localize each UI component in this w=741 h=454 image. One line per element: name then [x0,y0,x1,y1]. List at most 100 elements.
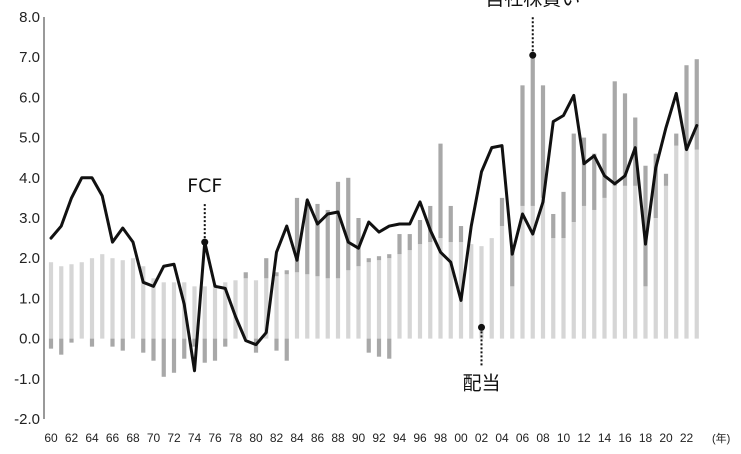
bar-buyback-1998 [438,143,443,239]
bar-dividend-1992 [376,260,382,339]
y-tick-label: 6.0 [19,89,40,106]
x-tick-label: 70 [147,431,161,445]
x-tick-label: 92 [372,431,386,445]
bar-buyback-1996 [417,220,423,245]
bar-buyback-2023 [694,59,699,150]
x-tick-label: 68 [126,431,140,445]
bar-dividend-2020 [663,185,669,339]
bar-negative-1972 [171,338,177,373]
y-tick-label: 3.0 [19,210,40,227]
x-tick-label: 82 [270,431,284,445]
bar-negative-1970 [151,338,156,361]
bar-dividend-1988 [335,278,341,339]
bar-buyback-2011 [571,133,576,223]
bar-negative-1977 [223,338,228,347]
x-tick-label: 04 [495,431,509,445]
bar-dividend-1990 [356,266,361,339]
bar-buyback-2010 [561,191,566,239]
x-tick-label: 12 [577,431,591,445]
y-tick-label: 5.0 [19,130,40,147]
bar-negative-1982 [274,338,279,351]
bar-dividend-1991 [366,262,371,339]
annotations-layer: FCF 自社株買い配当 [187,0,580,394]
bar-buyback-2016 [622,93,628,186]
x-tick-label: 86 [311,431,325,445]
bar-dividend-1975 [202,286,207,339]
x-tick-label: 98 [434,431,448,445]
bar-dividend-2016 [622,185,628,339]
bar-dividend-2006 [520,205,525,339]
bar-dividend-1998 [438,238,443,339]
bar-dividend-1982 [274,276,279,339]
bar-dividend-1993 [387,258,392,339]
bar-buyback-2009 [551,213,556,239]
y-tick-label: 7.0 [19,49,40,66]
bar-buyback-2014 [602,133,607,198]
y-tick-labels: 8.0 7.0 6.0 5.0 4.0 3.0 2.0 1.0 0.0 -1.0 -2.0 [14,9,40,428]
bar-dividend-1967 [120,260,125,339]
bar-dividend-1976 [212,284,218,339]
x-tick-label: 74 [188,431,202,445]
bar-buyback-2019 [653,153,658,218]
bar-dividend-1972 [171,282,177,339]
annotation-0-label: FCF [187,175,222,197]
bar-dividend-1980 [253,280,259,339]
bar-buyback-2006 [520,85,525,206]
bar-dividend-2008 [540,197,546,339]
bar-dividend-1970 [151,278,156,339]
bar-buyback-2007 [530,57,535,206]
x-tick-label: 90 [352,431,366,445]
bar-buyback-1984 [294,197,300,273]
bar-dividend-2011 [571,222,576,339]
bar-dividend-1979 [243,278,248,339]
bar-negative-1966 [110,338,115,347]
bar-buyback-1997 [428,205,433,243]
x-tick-label: 78 [229,431,243,445]
x-tick-label: 16 [618,431,632,445]
bar-buyback-1981 [264,258,269,279]
bar-dividend-1995 [407,250,412,339]
bar-buyback-1994 [397,234,402,255]
bar-dividend-1994 [397,254,402,339]
bar-buyback-1983 [284,270,289,275]
y-tick-label: 8.0 [19,9,40,26]
bar-buyback-1985 [305,201,310,275]
bar-negative-1961 [59,338,64,355]
bar-dividend-1989 [346,270,351,339]
bar-dividend-1969 [141,266,146,339]
x-tick-label: 14 [598,431,612,445]
x-axis-unit-label: (年) [712,431,730,445]
bar-buyback-2012 [581,137,587,206]
bar-dividend-1968 [130,258,136,339]
fcf-line [49,91,699,373]
bar-dividend-1964 [89,258,95,339]
bar-dividend-1986 [315,276,320,339]
bar-dividend-1963 [79,262,84,339]
bar-negative-1960 [48,338,54,349]
bar-negative-1993 [387,338,392,359]
bar-dividend-2010 [561,238,566,339]
bar-dividend-1983 [284,274,289,339]
bar-negative-1974 [192,338,197,347]
x-tick-labels: 60 62 64 66 68 70 72 74 76 78 80 82 84 86 88 90 92 94 96 98… [44,431,693,445]
bar-buyback-2018 [643,165,648,287]
bar-buyback-2004 [499,197,505,227]
bar-dividend-1965 [100,254,105,339]
bar-negative-1992 [376,338,382,357]
x-tick-label: 00 [454,431,468,445]
bar-negative-1973 [182,338,187,359]
bar-dividend-2014 [602,197,607,339]
bar-dividend-1971 [161,282,166,339]
y-tick-label: -1.0 [14,371,40,388]
x-tick-label: 80 [249,431,263,445]
x-tick-label: 96 [413,431,427,445]
y-tick-label: 0.0 [19,331,40,348]
bar-buyback-1990 [356,218,361,267]
bar-dividend-1960 [48,262,54,339]
bar-dividend-2023 [694,149,699,339]
bar-negative-1971 [161,338,166,377]
bar-negative-1991 [366,338,371,353]
bar-dividend-2022 [684,149,689,339]
y-tick-label: -2.0 [14,411,40,428]
bar-negative-1975 [202,338,207,363]
